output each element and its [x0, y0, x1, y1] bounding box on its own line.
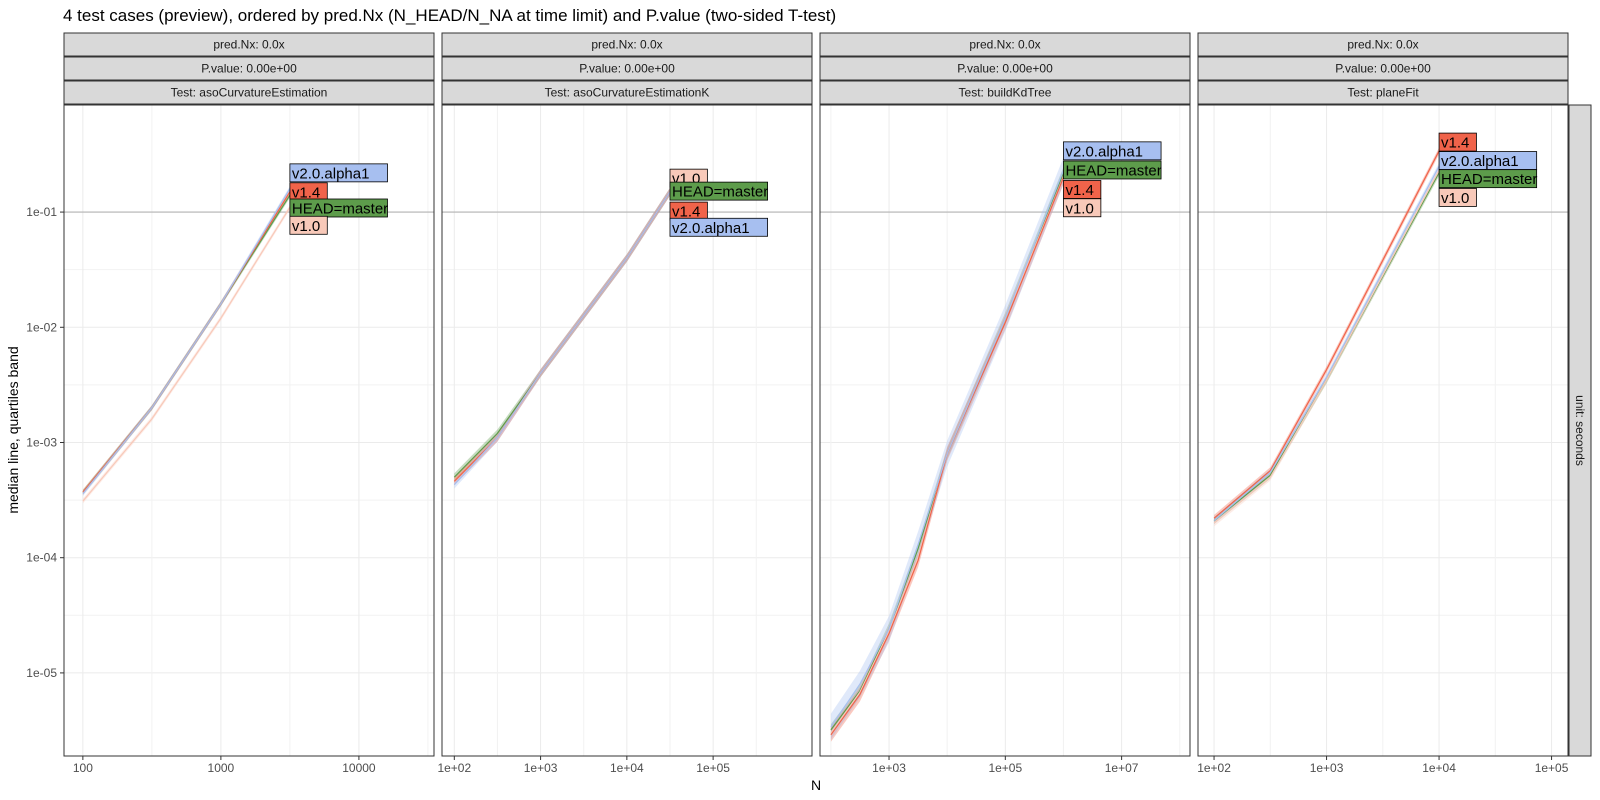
series-label: v1.0 [1441, 190, 1469, 207]
chart-title: 4 test cases (preview), ordered by pred.… [63, 6, 836, 25]
x-tick-label: 1e+03 [1310, 761, 1344, 775]
series-label-box [1438, 132, 1477, 152]
x-tick-label: 1000 [208, 761, 235, 775]
x-tick-label: 100 [73, 761, 93, 775]
facet-strip-box [63, 32, 435, 57]
series-label: v2.0.alpha1 [292, 165, 370, 182]
series-label: HEAD=master [1441, 171, 1537, 188]
panel-1: pred.Nx: 0.0x P.value: 0.00e+00 Test: asoC… [63, 32, 435, 775]
median-line [1213, 165, 1440, 522]
panel-4: pred.Nx: 0.0x P.value: 0.00e+00 Test: plan… [1197, 32, 1569, 775]
x-tick-label: 1e+02 [437, 761, 471, 775]
facet-strip-label: Test: planeFit [1347, 86, 1419, 100]
series-label: v2.0.alpha1 [672, 220, 750, 237]
right-strip: unit: seconds [1568, 104, 1592, 757]
y-tick-label: 1e-03 [26, 435, 57, 449]
x-tick-label: 1e+05 [1535, 761, 1569, 775]
panel-border [63, 104, 435, 757]
facet-strip-label: Test: asoCurvatureEstimation [171, 86, 328, 100]
series-label: v2.0.alpha1 [1441, 153, 1519, 170]
quartile-band [830, 157, 1064, 741]
median-line [82, 206, 291, 502]
facet-strip-box [819, 32, 1191, 57]
quartile-band [454, 187, 670, 481]
x-tick-label: 1e+03 [872, 761, 906, 775]
facet-strip-label: P.value: 0.00e+00 [201, 62, 297, 76]
series-label-box [1438, 169, 1538, 189]
x-tick-label: 1e+05 [696, 761, 730, 775]
quartile-band [830, 167, 1064, 736]
panel-3: pred.Nx: 0.0x P.value: 0.00e+00 Test: buil… [819, 32, 1191, 775]
facet-strip-box [441, 32, 813, 57]
median-line [830, 170, 1065, 728]
facet-strip-box [441, 56, 813, 81]
panel-border [1197, 104, 1569, 757]
y-axis-title: median line, quartiles band [5, 346, 21, 513]
facet-strip-label: pred.Nx: 0.0x [1347, 38, 1418, 52]
panel-2: pred.Nx: 0.0x P.value: 0.00e+00 Test: asoC… [437, 32, 813, 775]
series-label-box [1063, 198, 1102, 218]
x-tick-label: 1e+05 [988, 761, 1022, 775]
facet-strip-label: pred.Nx: 0.0x [591, 38, 662, 52]
median-line [1213, 150, 1440, 519]
quartile-band [830, 170, 1064, 742]
series-label: v1.0 [292, 218, 320, 235]
x-tick-label: 1e+04 [1422, 761, 1456, 775]
y-tick-label: 1e-04 [26, 551, 57, 565]
y-axis: 1e-05 1e-04 1e-03 1e-02 1e-01 [26, 205, 64, 680]
series-label-box [1063, 141, 1162, 161]
facet-strip-label: P.value: 0.00e+00 [1335, 62, 1431, 76]
facet-strip-box [441, 80, 813, 105]
y-tick-label: 1e-05 [26, 666, 57, 680]
x-tick-label: 10000 [342, 761, 376, 775]
facet-strip-box [1197, 80, 1569, 105]
facet-strip-box [63, 80, 435, 105]
series-label: v1.4 [1065, 182, 1093, 199]
median-line [82, 188, 291, 494]
median-line [453, 191, 671, 486]
series-label-box [1063, 160, 1162, 180]
y-tick-label: 1e-01 [26, 205, 57, 219]
series-label-box [1438, 188, 1477, 207]
series-label: HEAD=master [672, 184, 768, 201]
facet-strip-box [819, 56, 1191, 81]
series-label: HEAD=master [292, 200, 388, 217]
series-label: v2.0.alpha1 [1065, 143, 1143, 160]
series-label-box [669, 181, 768, 201]
series-label: HEAD=master [1065, 162, 1161, 179]
median-line [1213, 170, 1440, 524]
x-tick-label: 1e+03 [524, 761, 558, 775]
right-strip-box [1568, 104, 1592, 757]
x-axis-title: N [811, 777, 821, 793]
facet-strip-label: pred.Nx: 0.0x [969, 38, 1040, 52]
x-tick-label: 1e+07 [1105, 761, 1139, 775]
median-line [830, 177, 1065, 736]
x-tick-label: 1e+02 [1197, 761, 1231, 775]
facet-strip-label: Test: asoCurvatureEstimationK [545, 86, 710, 100]
facet-strip-box [1197, 56, 1569, 81]
facet-strip-label: P.value: 0.00e+00 [957, 62, 1053, 76]
series-label: v1.4 [1441, 135, 1469, 152]
series-label-box [289, 198, 388, 218]
facet-strip-label: Test: buildKdTree [959, 86, 1052, 100]
right-strip-label: unit: seconds [1573, 395, 1587, 466]
facet-strip-label: P.value: 0.00e+00 [579, 62, 675, 76]
series-label: v1.4 [672, 204, 700, 221]
series-label-box [289, 215, 328, 235]
facet-strip-box [1197, 32, 1569, 57]
series-label: v1.0 [1065, 200, 1093, 217]
facet-strip-label: pred.Nx: 0.0x [213, 38, 284, 52]
facet-strip-box [63, 56, 435, 81]
y-tick-label: 1e-02 [26, 320, 57, 334]
x-tick-label: 1e+04 [610, 761, 644, 775]
facet-strip-box [819, 80, 1191, 105]
series-label-box [289, 163, 388, 183]
series-label: v1.4 [292, 184, 320, 201]
quartile-band [82, 192, 290, 495]
quartile-band [454, 187, 670, 489]
panels: pred.Nx: 0.0x P.value: 0.00e+00 Test: asoC… [63, 32, 1569, 775]
series-label-box [669, 217, 768, 237]
